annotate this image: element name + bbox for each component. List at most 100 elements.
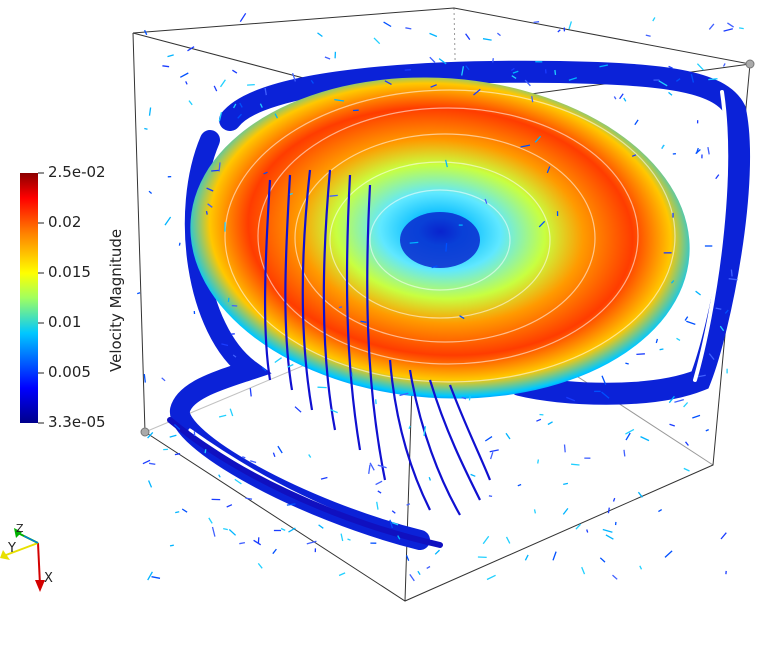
velocity-glyph xyxy=(377,490,382,494)
velocity-glyph xyxy=(175,511,180,514)
velocity-glyph xyxy=(512,70,519,74)
velocity-glyph xyxy=(465,33,471,40)
velocity-glyph xyxy=(229,408,234,417)
velocity-glyph xyxy=(204,449,207,454)
velocity-glyph xyxy=(683,467,690,472)
velocity-glyph xyxy=(219,79,226,88)
velocity-glyph xyxy=(181,508,188,513)
velocity-glyph xyxy=(668,395,675,404)
scalar-bar-tick-max: 2.5e-02 xyxy=(48,163,106,181)
velocity-glyph xyxy=(286,503,296,506)
velocity-glyph xyxy=(537,459,540,464)
velocity-glyph xyxy=(708,78,718,81)
velocity-glyph xyxy=(484,436,493,442)
velocity-glyph xyxy=(586,529,589,533)
velocity-glyph xyxy=(568,21,573,30)
velocity-glyph xyxy=(429,32,438,38)
velocity-glyph xyxy=(232,354,237,358)
velocity-glyph xyxy=(723,28,733,32)
velocity-glyph xyxy=(715,174,720,180)
velocity-glyph xyxy=(137,292,141,295)
velocity-glyph xyxy=(562,508,569,515)
velocity-glyph xyxy=(164,216,172,226)
velocity-glyph xyxy=(724,309,729,314)
velocity-glyph xyxy=(287,363,294,368)
velocity-glyph xyxy=(257,562,263,569)
velocity-glyph xyxy=(376,501,379,510)
velocity-glyph xyxy=(489,452,494,460)
velocity-glyph xyxy=(277,445,283,454)
velocity-glyph xyxy=(221,343,229,347)
velocity-glyph xyxy=(143,374,146,383)
velocity-glyph xyxy=(409,574,415,582)
velocity-glyph xyxy=(174,453,181,456)
velocity-glyph xyxy=(148,107,152,116)
velocity-glyph xyxy=(661,144,665,149)
velocity-glyph xyxy=(601,375,607,385)
velocity-glyph xyxy=(524,554,529,561)
velocity-glyph xyxy=(658,80,668,87)
velocity-glyph xyxy=(334,98,345,102)
velocity-glyph xyxy=(568,77,577,81)
velocity-glyph xyxy=(581,566,586,575)
velocity-glyph xyxy=(728,278,738,281)
corner-marker xyxy=(140,427,150,437)
velocity-glyph xyxy=(249,388,252,397)
velocity-glyph xyxy=(670,280,675,284)
velocity-glyph xyxy=(554,69,557,75)
velocity-glyph xyxy=(488,495,493,498)
velocity-glyph xyxy=(208,517,213,524)
velocity-glyph xyxy=(674,398,684,403)
velocity-glyph xyxy=(470,473,476,477)
velocity-glyph xyxy=(438,58,447,65)
velocity-glyph xyxy=(705,429,709,432)
velocity-glyph xyxy=(369,462,375,471)
velocity-glyph xyxy=(391,521,399,526)
velocity-glyph xyxy=(211,169,219,172)
velocity-glyph xyxy=(623,97,627,102)
scalar-bar-tick-min: 3.3e-05 xyxy=(48,413,106,431)
velocity-glyph xyxy=(669,423,676,427)
velocity-glyph xyxy=(546,166,551,174)
velocity-glyph xyxy=(144,29,148,36)
velocity-glyph xyxy=(179,72,189,78)
velocity-glyph xyxy=(547,421,553,426)
velocity-glyph xyxy=(151,576,161,579)
velocity-glyph xyxy=(511,75,517,79)
velocity-glyph xyxy=(239,541,246,545)
velocity-glyph xyxy=(310,79,314,84)
velocity-glyph xyxy=(320,476,328,480)
velocity-glyph xyxy=(308,454,312,458)
velocity-glyph xyxy=(538,220,546,228)
velocity-glyph xyxy=(223,527,228,531)
velocity-glyph xyxy=(482,535,490,545)
velocity-glyph xyxy=(637,491,643,498)
velocity-glyph xyxy=(520,144,531,148)
velocity-glyph xyxy=(684,316,689,321)
velocity-glyph xyxy=(147,431,154,439)
velocity-glyph xyxy=(218,162,221,172)
velocity-glyph xyxy=(250,460,257,464)
velocity-glyphs xyxy=(137,12,744,582)
scalar-bar-tick: 0.015 xyxy=(48,263,91,281)
velocity-glyph xyxy=(645,34,651,37)
velocity-glyph xyxy=(445,243,448,252)
velocity-glyph xyxy=(161,377,166,382)
velocity-glyph xyxy=(730,269,733,277)
velocity-glyph xyxy=(239,12,247,23)
velocity-glyph xyxy=(329,194,338,197)
velocity-glyph xyxy=(408,425,411,430)
velocity-glyph xyxy=(169,544,174,547)
velocity-glyph xyxy=(461,396,467,400)
velocity-glyph xyxy=(280,527,286,531)
velocity-glyph xyxy=(368,464,371,474)
velocity-glyph xyxy=(505,536,511,544)
velocity-glyph xyxy=(686,320,696,326)
velocity-glyph xyxy=(397,535,401,540)
velocity-glyph xyxy=(482,38,492,41)
velocity-glyph xyxy=(636,353,645,356)
velocity-glyph xyxy=(698,374,706,378)
velocity-glyph xyxy=(708,353,715,361)
velocity-glyph xyxy=(429,56,436,63)
